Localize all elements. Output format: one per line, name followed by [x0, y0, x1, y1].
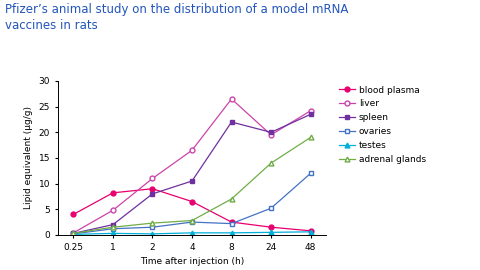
testes [110, 232, 116, 235]
adrenal glands [268, 161, 274, 165]
ovaries [228, 222, 234, 225]
Line: testes: testes [71, 230, 313, 237]
Line: adrenal glands: adrenal glands [71, 135, 313, 236]
ovaries [308, 172, 313, 175]
spleen [150, 192, 156, 195]
adrenal glands [150, 221, 156, 225]
ovaries [71, 232, 76, 235]
liver [228, 97, 234, 101]
testes [228, 231, 234, 234]
blood plasma [110, 191, 116, 194]
spleen [268, 131, 274, 134]
Line: ovaries: ovaries [71, 171, 313, 236]
spleen [228, 120, 234, 124]
X-axis label: Time after injection (h): Time after injection (h) [140, 257, 244, 266]
Y-axis label: Lipid equivalent (µg/g): Lipid equivalent (µg/g) [24, 106, 33, 210]
Line: spleen: spleen [71, 112, 313, 236]
testes [150, 232, 156, 235]
spleen [71, 232, 76, 235]
adrenal glands [71, 232, 76, 235]
spleen [189, 179, 195, 183]
liver [150, 177, 156, 180]
Legend: blood plasma, liver, spleen, ovaries, testes, adrenal glands: blood plasma, liver, spleen, ovaries, te… [339, 86, 426, 164]
adrenal glands [110, 226, 116, 229]
blood plasma [268, 226, 274, 229]
blood plasma [308, 229, 313, 232]
ovaries [110, 227, 116, 230]
adrenal glands [189, 219, 195, 222]
liver [308, 109, 313, 112]
liver [189, 148, 195, 152]
liver [110, 209, 116, 212]
testes [71, 233, 76, 236]
Line: liver: liver [71, 96, 313, 235]
ovaries [268, 207, 274, 210]
Line: blood plasma: blood plasma [71, 186, 313, 233]
spleen [308, 113, 313, 116]
spleen [110, 223, 116, 226]
testes [308, 230, 313, 234]
blood plasma [189, 200, 195, 203]
blood plasma [150, 187, 156, 190]
liver [71, 231, 76, 234]
ovaries [189, 220, 195, 224]
blood plasma [71, 213, 76, 216]
liver [268, 133, 274, 137]
blood plasma [228, 220, 234, 224]
testes [189, 231, 195, 234]
testes [268, 231, 274, 234]
adrenal glands [228, 197, 234, 201]
Text: Pfizer’s animal study on the distribution of a model mRNA
vaccines in rats: Pfizer’s animal study on the distributio… [5, 3, 348, 32]
ovaries [150, 226, 156, 229]
adrenal glands [308, 136, 313, 139]
